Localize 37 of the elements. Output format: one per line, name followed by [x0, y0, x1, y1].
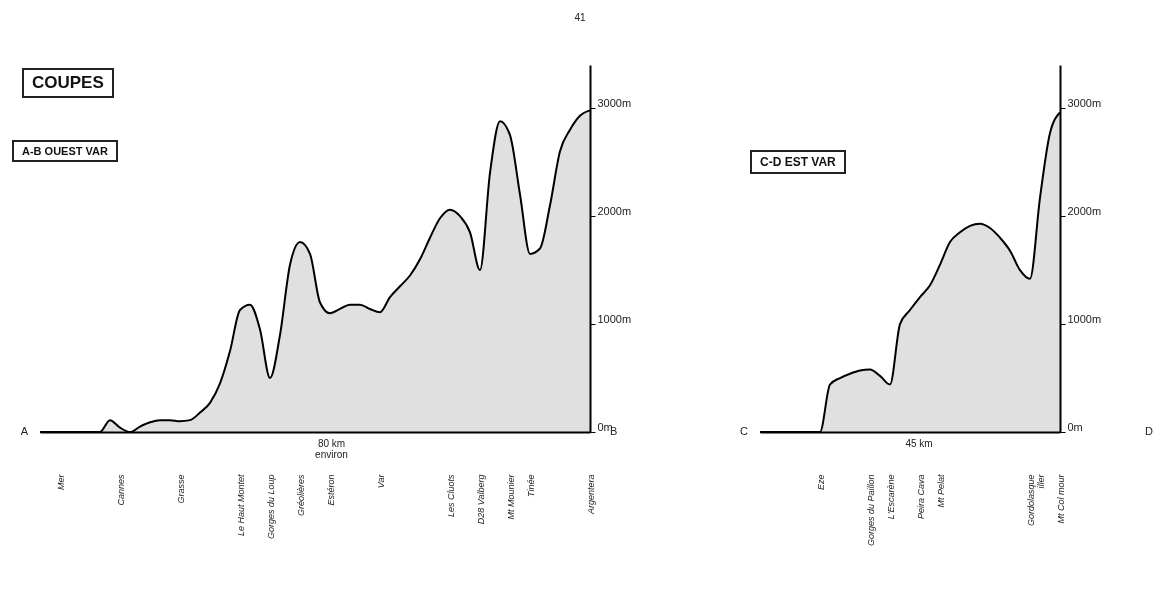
x-tick-label: Mt Col mour — [1055, 473, 1066, 524]
x-tick-label: D28 Valberg — [475, 474, 486, 525]
x-tick-label: Estéron — [325, 474, 336, 506]
x-tick-label: Argentera — [585, 474, 596, 516]
text: A — [20, 425, 29, 437]
x-tick-label: Mt Pelat — [935, 474, 946, 508]
text: 45 km — [905, 438, 933, 449]
text: 41 — [574, 12, 586, 23]
x-tick-label: Gorges du Loup — [265, 474, 276, 540]
x-tick-label: Gorges du Paillon — [865, 474, 876, 547]
x-tick-label: iller — [1035, 473, 1046, 489]
x-tick-label: Var — [375, 473, 386, 489]
y-tick-label: 2000m — [597, 204, 632, 217]
x-tick-label: Gréolières — [295, 474, 306, 517]
y-tick-label: 3000m — [1067, 96, 1102, 109]
x-tick-label: Tinée — [525, 474, 536, 497]
text: 80 km environ — [315, 438, 348, 460]
x-tick-label: Grasse — [175, 474, 186, 504]
y-tick-label: 1000m — [1067, 312, 1102, 325]
x-tick-label: Mer — [55, 473, 66, 490]
x-tick-label: Les Cluots — [445, 474, 456, 518]
text: C — [740, 425, 749, 437]
x-tick-label: Cannes — [115, 474, 126, 506]
y-tick-label: 1000m — [597, 312, 632, 325]
x-tick-label: L'Escarène — [885, 474, 896, 520]
y-tick-label: 0m — [1067, 420, 1083, 433]
text: C-D EST VAR — [750, 150, 846, 174]
x-tick-label: Le Haut Montet — [235, 474, 246, 537]
text: D — [1145, 425, 1153, 437]
y-tick-label: 2000m — [1067, 204, 1102, 217]
text: A-B OUEST VAR — [12, 140, 118, 162]
x-tick-label: Gordolasque — [1025, 474, 1036, 527]
text: COUPES — [22, 68, 114, 98]
x-tick-label: Eze — [815, 474, 826, 491]
x-tick-label: Mt Mounier — [505, 473, 516, 520]
y-tick-label: 3000m — [597, 96, 632, 109]
x-tick-label: Peira Cava — [915, 474, 926, 520]
